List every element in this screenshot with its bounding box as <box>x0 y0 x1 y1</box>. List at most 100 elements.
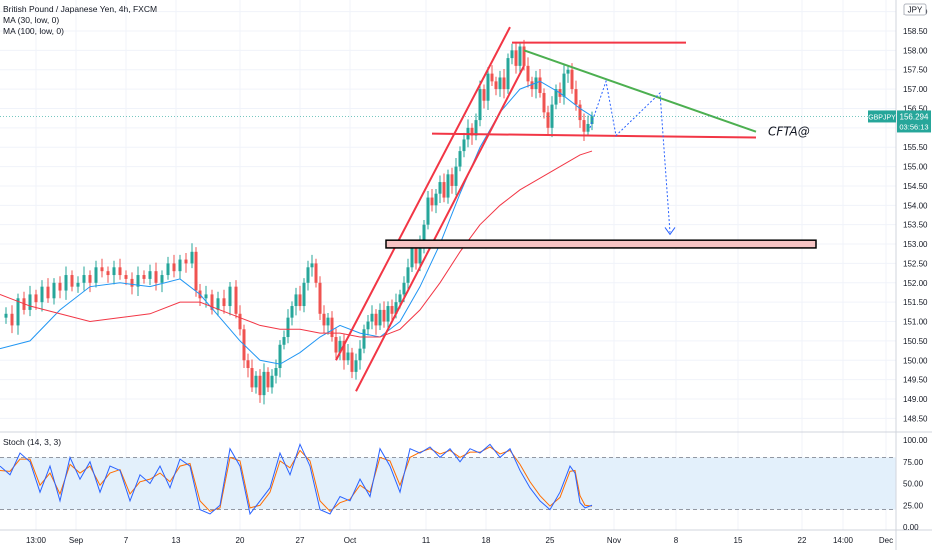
candle-body <box>350 352 354 372</box>
stoch-tick-label: 100.00 <box>903 436 928 445</box>
x-tick-label: Sep <box>69 536 84 545</box>
candle-body <box>370 313 374 322</box>
countdown-label: 03:56:13 <box>899 122 928 131</box>
y-tick-label: 157.00 <box>903 85 928 94</box>
candle-body <box>362 329 366 349</box>
candle-body <box>222 298 226 307</box>
y-tick-label: 158.00 <box>903 46 928 55</box>
stoch-tick-label: 75.00 <box>903 458 924 467</box>
candle-body <box>34 294 38 303</box>
y-tick-label: 154.00 <box>903 201 928 210</box>
x-tick-label: 15 <box>734 536 743 545</box>
y-tick-label: 152.50 <box>903 259 928 268</box>
candle-body <box>334 337 338 353</box>
candle-body <box>490 73 494 82</box>
x-tick-label: 13:00 <box>26 536 47 545</box>
x-tick-label: 22 <box>798 536 807 545</box>
x-tick-label: 18 <box>482 536 491 545</box>
candle-body <box>100 267 104 272</box>
candle-body <box>382 309 386 322</box>
moving-averages <box>0 80 593 365</box>
symbol-badge <box>868 110 896 123</box>
y-tick-label: 157.50 <box>903 66 928 75</box>
legend-ma30: MA (30, low, 0) <box>3 15 60 25</box>
candle-body <box>266 371 270 388</box>
candle-body <box>510 50 514 59</box>
candle-body <box>342 340 346 361</box>
candle-body <box>330 317 334 338</box>
stoch-legend: Stoch (14, 3, 3) <box>3 437 62 447</box>
channel-lower-line <box>355 65 525 392</box>
y-tick-label: 150.00 <box>903 356 928 365</box>
candle-body <box>148 271 152 279</box>
candle-body <box>294 294 298 307</box>
candle-body <box>446 174 450 198</box>
candle-body <box>326 317 330 326</box>
annotation-label: CFTA@ <box>768 125 810 139</box>
candle-body <box>410 247 414 268</box>
candle-body <box>578 104 582 121</box>
candle-body <box>474 120 478 136</box>
candle-body <box>390 306 394 314</box>
x-tick-label: 7 <box>124 536 129 545</box>
candle-body <box>278 344 282 369</box>
x-tick-label: Nov <box>607 536 621 545</box>
candle-body <box>172 263 176 272</box>
candle-body <box>142 275 146 279</box>
y-tick-label: 150.50 <box>903 337 928 346</box>
candle-body <box>586 123 590 132</box>
x-tick-label: 27 <box>296 536 305 545</box>
y-tick-label: 151.50 <box>903 298 928 307</box>
candle-body <box>414 247 418 264</box>
candle-body <box>590 116 594 124</box>
candle-body <box>394 302 398 314</box>
y-tick-label: 153.50 <box>903 221 928 230</box>
x-tick-label: 25 <box>546 536 555 545</box>
candle-body <box>442 182 446 198</box>
y-tick-label: 149.50 <box>903 376 928 385</box>
candle-body <box>418 244 422 264</box>
candle-body <box>554 89 558 105</box>
candle-body <box>274 368 278 376</box>
drawings[interactable]: CFTA@ <box>335 26 817 392</box>
candle-body <box>258 375 262 396</box>
candle-body <box>190 251 194 264</box>
candle-body <box>40 286 44 303</box>
x-tick-label: 8 <box>674 536 679 545</box>
stoch-tick-label: 25.00 <box>903 501 924 510</box>
candle-body <box>522 46 526 66</box>
candle-body <box>498 77 502 90</box>
y-tick-label: 149.00 <box>903 395 928 404</box>
candle-body <box>210 294 214 310</box>
target-zone-box <box>385 239 817 249</box>
candle-body <box>506 58 510 90</box>
x-tick-label: 20 <box>236 536 245 545</box>
candle-body <box>270 375 274 388</box>
candle-body <box>398 294 402 303</box>
candle-body <box>4 313 8 318</box>
candle-body <box>366 321 370 330</box>
candle-body <box>406 267 410 283</box>
stoch-tick-label: 50.00 <box>903 480 924 489</box>
candle-body <box>530 81 534 90</box>
candle-body <box>184 259 188 264</box>
candle-body <box>64 275 68 291</box>
candle-body <box>250 368 254 388</box>
candle-body <box>422 224 426 245</box>
x-tick-label: 13 <box>172 536 181 545</box>
currency-box <box>903 3 927 16</box>
candle-body <box>76 282 80 287</box>
candle-body <box>582 120 586 132</box>
candle-body <box>112 267 116 276</box>
candle-body <box>546 112 550 128</box>
ma30-line <box>0 80 593 365</box>
candle-body <box>486 73 490 101</box>
y-tick-label: 155.00 <box>903 163 928 172</box>
x-tick-label: Oct <box>344 536 357 545</box>
projection-path <box>589 79 671 233</box>
candle-body <box>52 282 56 299</box>
candle-body <box>282 337 286 345</box>
ma100-line <box>0 150 593 338</box>
candle-body <box>314 263 318 283</box>
